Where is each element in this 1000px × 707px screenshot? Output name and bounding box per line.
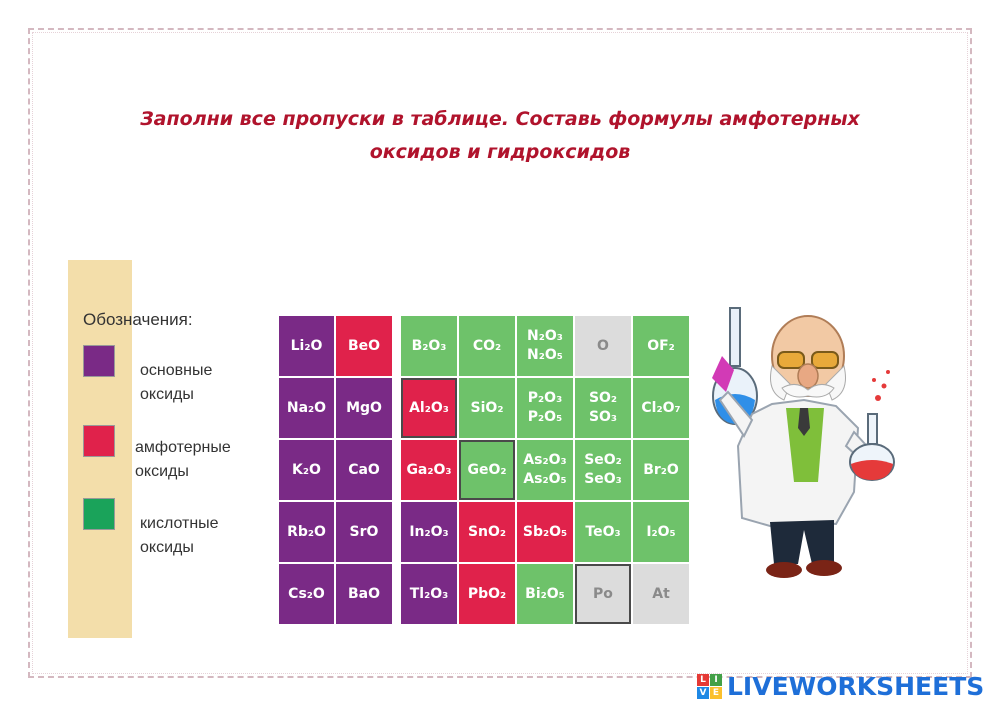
legend-swatch-acidic bbox=[83, 498, 115, 530]
oxide-cell: OF₂ bbox=[633, 316, 689, 376]
oxide-cell: Rb₂O bbox=[279, 502, 334, 562]
legend-label-amphoteric-line2: оксиды bbox=[135, 463, 189, 480]
scientist-illustration bbox=[712, 307, 895, 578]
oxide-cell: BeO bbox=[336, 316, 392, 376]
logo-icon-tile: E bbox=[710, 687, 722, 699]
oxide-cell: Br₂O bbox=[633, 440, 689, 500]
oxide-cell: GeO₂ bbox=[459, 440, 515, 500]
task-title: Заполни все пропуски в таблице. Составь … bbox=[100, 103, 900, 169]
oxide-cell: Po bbox=[575, 564, 631, 624]
legend-label-amphoteric: амфотерные оксиды bbox=[135, 436, 231, 484]
flask-red-icon bbox=[849, 370, 895, 481]
oxide-cell: Bi₂O₅ bbox=[517, 564, 573, 624]
oxide-cell: As₂O₃ As₂O₅ bbox=[517, 440, 573, 500]
oxide-cell: At bbox=[633, 564, 689, 624]
oxide-cell: MgO bbox=[336, 378, 392, 438]
oxide-cell: BaO bbox=[336, 564, 392, 624]
oxide-cell: B₂O₃ bbox=[401, 316, 457, 376]
oxide-cell: TeO₃ bbox=[575, 502, 631, 562]
oxide-cell: SiO₂ bbox=[459, 378, 515, 438]
legend-label-acidic-line2: оксиды bbox=[140, 539, 194, 556]
oxide-cell: Tl₂O₃ bbox=[401, 564, 457, 624]
oxide-cell: K₂O bbox=[279, 440, 334, 500]
legend-label-amphoteric-line1: амфотерные bbox=[135, 439, 231, 456]
oxides-table-right: B₂O₃ CO₂ N₂O₃ N₂O₅ O OF₂ Al₂O₃ SiO₂ P₂O₃ P₂O₅ SO₂ S… bbox=[401, 316, 689, 624]
oxide-cell: SnO₂ bbox=[459, 502, 515, 562]
legend-label-acidic-line1: кислотные bbox=[140, 515, 219, 532]
oxides-table-left: Li₂O BeO Na₂O MgO K₂O CaO Rb₂O SrO Cs₂O BaO bbox=[279, 316, 392, 624]
oxide-cell: Na₂O bbox=[279, 378, 334, 438]
oxide-cell: In₂O₃ bbox=[401, 502, 457, 562]
legend-swatch-amphoteric bbox=[83, 425, 115, 457]
oxide-cell: P₂O₃ P₂O₅ bbox=[517, 378, 573, 438]
legend-heading: Обозначения: bbox=[83, 310, 193, 329]
oxide-cell: Li₂O bbox=[279, 316, 334, 376]
page-border-inner bbox=[32, 32, 968, 674]
page-border bbox=[28, 28, 972, 678]
legend-label-acidic: кислотные оксиды bbox=[140, 512, 219, 560]
logo-icon-tile: V bbox=[697, 687, 709, 699]
oxide-cell: SrO bbox=[336, 502, 392, 562]
liveworksheets-logo-text: LIVEWORKSHEETS bbox=[727, 672, 985, 701]
oxide-cell: SeO₂ SeO₃ bbox=[575, 440, 631, 500]
oxide-cell: SO₂ SO₃ bbox=[575, 378, 631, 438]
oxide-cell: CO₂ bbox=[459, 316, 515, 376]
oxide-cell: Sb₂O₅ bbox=[517, 502, 573, 562]
logo-icon-tile: I bbox=[710, 674, 722, 686]
oxide-cell: O bbox=[575, 316, 631, 376]
oxide-cell: CaO bbox=[336, 440, 392, 500]
oxide-cell: Ga₂O₃ bbox=[401, 440, 457, 500]
oxide-cell: Cs₂O bbox=[279, 564, 334, 624]
legend-label-basic: основные оксиды bbox=[140, 359, 212, 407]
oxide-cell: Al₂O₃ bbox=[401, 378, 457, 438]
oxide-cell: Cl₂O₇ bbox=[633, 378, 689, 438]
oxide-cell: PbO₂ bbox=[459, 564, 515, 624]
logo-icon-tile: L bbox=[697, 674, 709, 686]
legend-label-basic-line1: основные bbox=[140, 362, 213, 379]
legend-label-basic-line2: оксиды bbox=[140, 386, 194, 403]
task-title-line-1: Заполни все пропуски в таблице. Составь … bbox=[140, 108, 860, 130]
oxide-cell: N₂O₃ N₂O₅ bbox=[517, 316, 573, 376]
legend-swatch-basic bbox=[83, 345, 115, 377]
oxide-cell: I₂O₅ bbox=[633, 502, 689, 562]
task-title-line-2: оксидов и гидроксидов bbox=[369, 141, 631, 163]
